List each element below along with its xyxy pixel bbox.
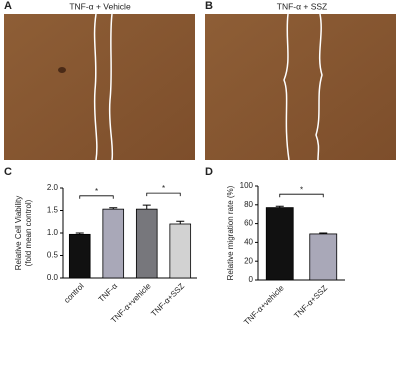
- panel-letter: A: [4, 0, 12, 12]
- bar: [68, 233, 91, 279]
- wound-edge: [283, 13, 290, 161]
- y-axis-label: Relative Cell Viability: [14, 196, 23, 271]
- y-axis-label: Relative migration rate (%): [226, 185, 235, 280]
- error-bar: [109, 207, 118, 210]
- y-tick-label: 0.5: [47, 251, 59, 260]
- y-tick-label: 80: [244, 200, 253, 209]
- y-tick-label: 1.0: [47, 228, 59, 237]
- y-tick-label: 20: [244, 256, 253, 265]
- error-bar: [176, 220, 185, 224]
- significance-bracket: [79, 195, 114, 199]
- bar: [309, 233, 338, 281]
- x-tick-label: TNF-α: [97, 281, 120, 304]
- image-spot: [58, 67, 66, 73]
- y-tick-label: 40: [244, 238, 253, 247]
- significance-bracket: [279, 193, 324, 198]
- significance-label: *: [95, 187, 98, 196]
- error-bar: [275, 205, 284, 208]
- error-bar: [319, 232, 328, 234]
- y-axis-label: (fold mean control): [24, 199, 33, 266]
- y-tick-label: 2.0: [47, 183, 59, 192]
- panel-letter: D: [205, 166, 213, 178]
- significance-label: *: [300, 185, 303, 194]
- x-tick-label: TNF-α+SSZ: [149, 281, 186, 318]
- significance-label: *: [162, 184, 165, 193]
- y-tick-label: 0.0: [47, 273, 59, 282]
- panel-letter: B: [205, 0, 213, 12]
- panel-letter: C: [4, 166, 12, 178]
- x-tick-label: TNF-α+vehicle: [242, 283, 286, 327]
- wound-edge: [108, 13, 114, 161]
- y-tick-label: 100: [240, 181, 254, 190]
- error-bar: [142, 204, 151, 210]
- y-tick-label: 1.5: [47, 206, 59, 215]
- microscopy-image: [4, 14, 195, 160]
- y-tick-label: 0: [249, 275, 254, 284]
- x-tick-label: TNF-α+SSZ: [292, 283, 329, 320]
- error-bar: [75, 232, 84, 235]
- x-tick-label: control: [62, 281, 86, 305]
- bar: [169, 223, 192, 279]
- panel-caption: TNF-α + SSZ: [277, 1, 328, 11]
- significance-bracket: [146, 192, 181, 197]
- y-tick-label: 60: [244, 219, 253, 228]
- wound-edge: [93, 13, 98, 161]
- wound-edge: [315, 13, 323, 161]
- microscopy-image: [205, 14, 396, 160]
- panel-caption: TNF-α + Vehicle: [69, 1, 131, 11]
- bar: [265, 207, 294, 281]
- bar: [102, 208, 125, 279]
- bar: [135, 208, 158, 279]
